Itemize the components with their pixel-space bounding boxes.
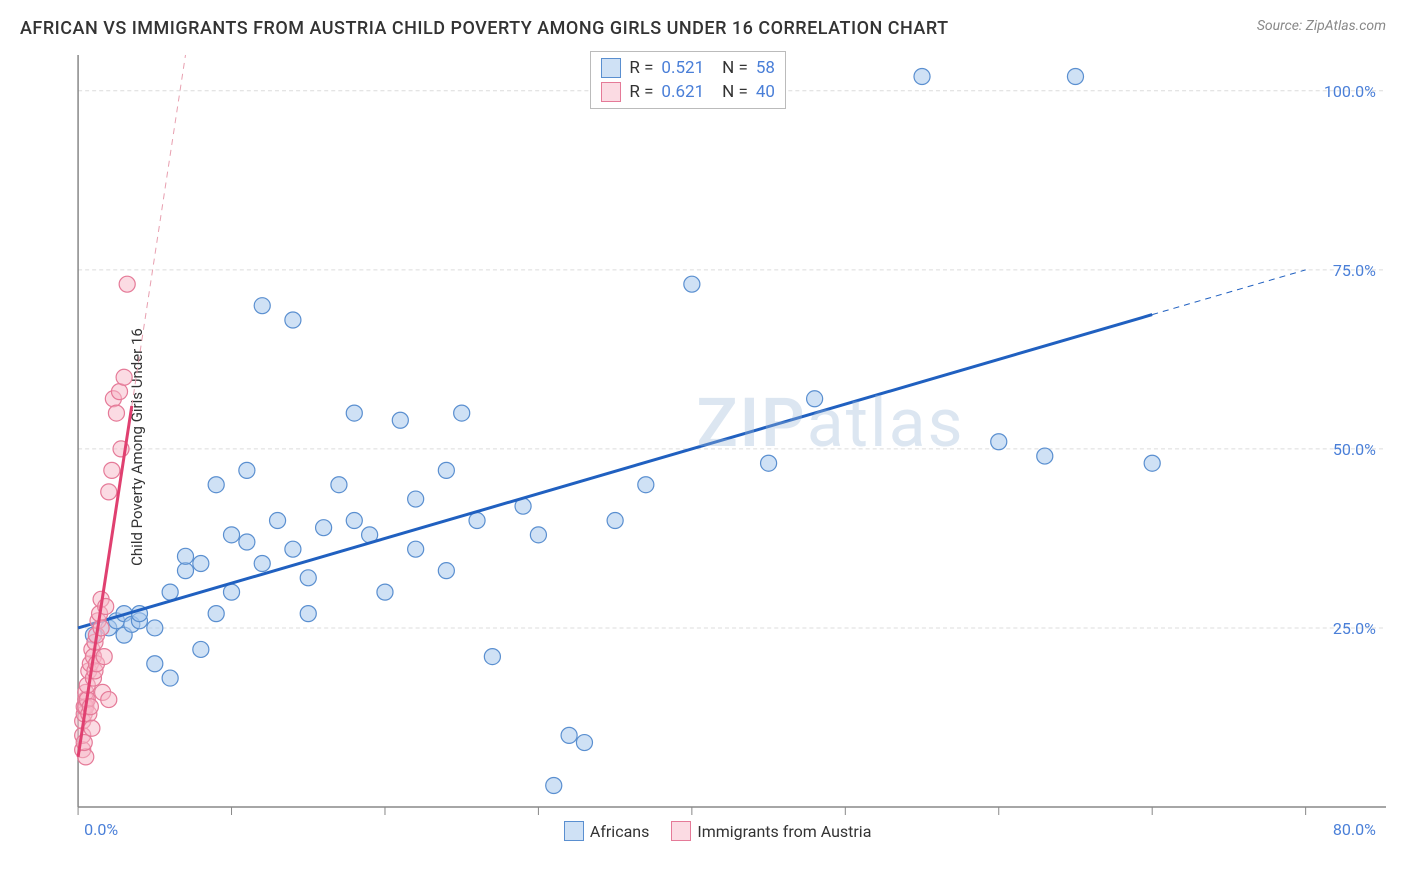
data-point (147, 656, 163, 672)
data-point (254, 298, 270, 314)
data-point (761, 455, 777, 471)
data-point (223, 584, 239, 600)
data-point (285, 312, 301, 328)
swatch-pink-icon (601, 82, 621, 102)
data-point (162, 584, 178, 600)
data-point (607, 513, 623, 529)
source-label: Source: ZipAtlas.com (1257, 18, 1386, 34)
data-point (239, 462, 255, 478)
swatch-blue-icon-2 (564, 821, 584, 841)
data-point (638, 477, 654, 493)
data-point (254, 555, 270, 571)
legend-series: Africans Immigrants from Austria (564, 821, 872, 841)
data-point (530, 527, 546, 543)
data-point (469, 513, 485, 529)
data-point (84, 720, 100, 736)
data-point (108, 405, 124, 421)
legend-label-africans: Africans (590, 822, 649, 841)
data-point (1037, 448, 1053, 464)
legend-row-blue: R = 0.521 N = 58 (601, 56, 775, 80)
data-point (147, 620, 163, 636)
r-value-blue: 0.521 (661, 58, 704, 78)
data-point (111, 384, 127, 400)
data-point (119, 276, 135, 292)
trend-line-extension (132, 55, 186, 406)
data-point (346, 405, 362, 421)
data-point (991, 434, 1007, 450)
data-point (438, 462, 454, 478)
legend-row-pink: R = 0.621 N = 40 (601, 80, 775, 104)
data-point (208, 606, 224, 622)
data-point (1144, 455, 1160, 471)
data-point (561, 727, 577, 743)
swatch-pink-icon-2 (671, 821, 691, 841)
data-point (223, 527, 239, 543)
data-point (300, 606, 316, 622)
data-point (914, 68, 930, 84)
r-label-2: R = (629, 82, 653, 102)
data-point (285, 541, 301, 557)
data-point (377, 584, 393, 600)
data-point (346, 513, 362, 529)
svg-text:0.0%: 0.0% (84, 820, 118, 839)
data-point (331, 477, 347, 493)
data-point (208, 477, 224, 493)
trend-line-extension (1152, 270, 1305, 315)
svg-text:75.0%: 75.0% (1333, 261, 1376, 280)
data-point (546, 778, 562, 794)
data-point (438, 563, 454, 579)
scatter-plot: 25.0% 50.0% 75.0% 100.0% 0.0% 80.0% (60, 47, 1386, 847)
legend-item-austria: Immigrants from Austria (671, 821, 871, 841)
data-point (96, 649, 112, 665)
legend-correlation: R = 0.521 N = 58 R = 0.621 N = 40 (590, 51, 786, 109)
data-point (162, 670, 178, 686)
legend-label-austria: Immigrants from Austria (697, 822, 871, 841)
data-point (101, 692, 117, 708)
data-point (270, 513, 286, 529)
data-point (316, 520, 332, 536)
svg-text:80.0%: 80.0% (1333, 820, 1376, 839)
data-point (807, 391, 823, 407)
data-point (484, 649, 500, 665)
n-label: N = (722, 58, 748, 78)
n-value-pink: 40 (756, 82, 775, 102)
data-point (104, 462, 120, 478)
data-point (177, 548, 193, 564)
data-point (408, 541, 424, 557)
data-point (193, 641, 209, 657)
data-point (116, 369, 132, 385)
n-label-2: N = (722, 82, 748, 102)
data-point (576, 735, 592, 751)
svg-text:50.0%: 50.0% (1333, 440, 1376, 459)
data-point (684, 276, 700, 292)
data-point (300, 570, 316, 586)
legend-item-africans: Africans (564, 821, 649, 841)
swatch-blue-icon (601, 58, 621, 78)
data-point (454, 405, 470, 421)
data-point (408, 491, 424, 507)
title-bar: AFRICAN VS IMMIGRANTS FROM AUSTRIA CHILD… (0, 0, 1406, 47)
r-value-pink: 0.621 (661, 82, 704, 102)
data-point (193, 555, 209, 571)
data-point (392, 412, 408, 428)
data-point (177, 563, 193, 579)
data-point (101, 484, 117, 500)
data-point (1067, 68, 1083, 84)
svg-text:25.0%: 25.0% (1333, 619, 1376, 638)
svg-text:100.0%: 100.0% (1324, 82, 1376, 101)
n-value-blue: 58 (756, 58, 775, 78)
data-point (239, 534, 255, 550)
chart-title: AFRICAN VS IMMIGRANTS FROM AUSTRIA CHILD… (20, 18, 949, 39)
chart-area: Child Poverty Among Girls Under 16 25.0%… (60, 47, 1386, 847)
r-label: R = (629, 58, 653, 78)
